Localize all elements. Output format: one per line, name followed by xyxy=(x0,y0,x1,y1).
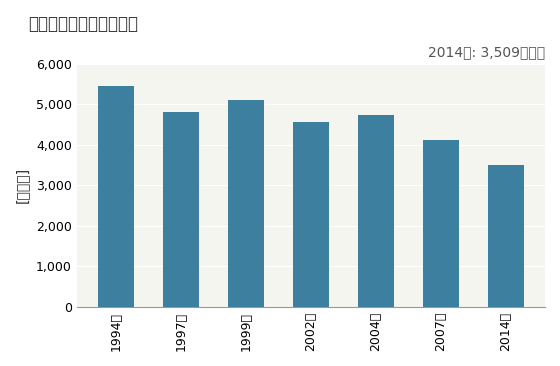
Bar xyxy=(358,115,394,307)
Bar xyxy=(163,112,199,307)
Y-axis label: [事業所]: [事業所] xyxy=(15,167,29,203)
Bar xyxy=(228,100,264,307)
Text: 2014年: 3,509事業所: 2014年: 3,509事業所 xyxy=(428,45,545,59)
Bar xyxy=(488,165,524,307)
Bar xyxy=(423,139,459,307)
Bar xyxy=(293,122,329,307)
Text: 卸売業の事業所数の推移: 卸売業の事業所数の推移 xyxy=(28,15,138,33)
Bar xyxy=(98,86,134,307)
